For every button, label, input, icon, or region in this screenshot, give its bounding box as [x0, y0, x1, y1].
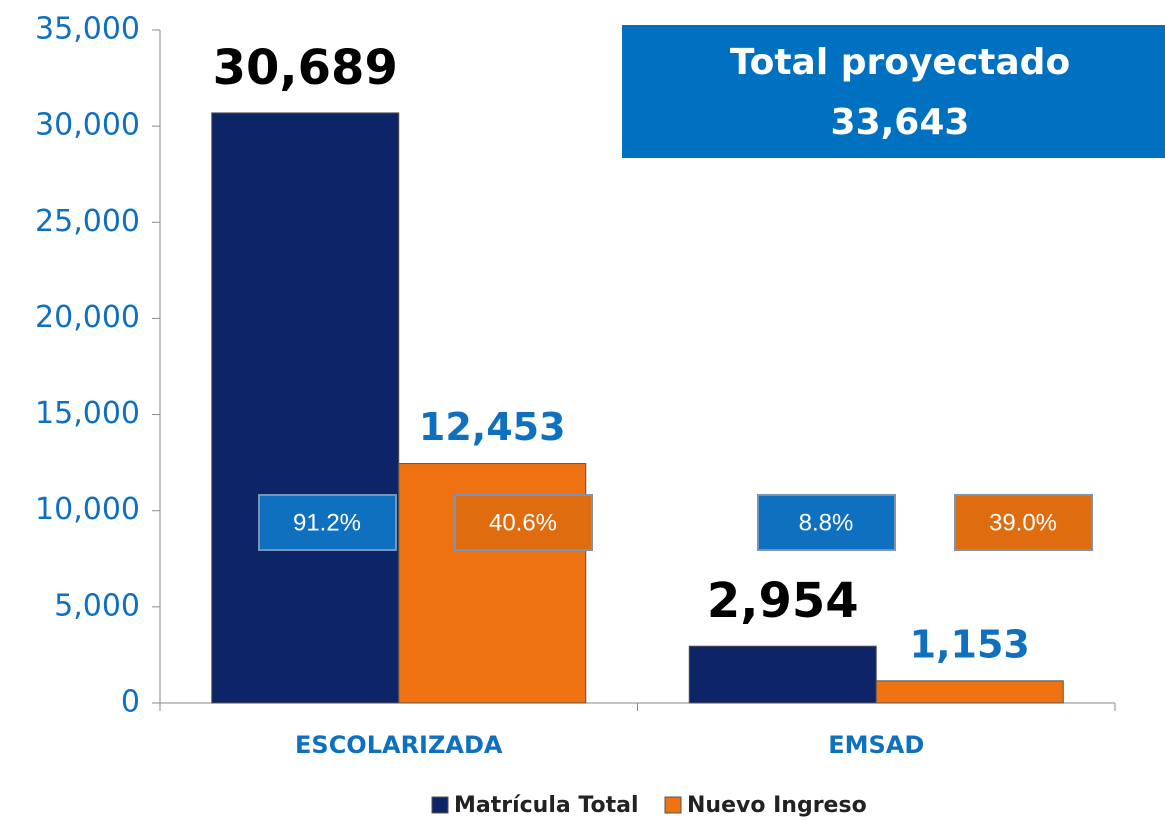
- y-tick-label: 5,000: [54, 588, 140, 623]
- legend-label: Matrícula Total: [454, 793, 639, 818]
- total-box: [622, 25, 1165, 158]
- value-label: 2,954: [707, 573, 859, 629]
- bar: [688, 645, 877, 704]
- share-label: 39.0%: [989, 509, 1057, 536]
- share-box: [258, 494, 397, 551]
- y-tick-label: 20,000: [35, 300, 140, 335]
- bar: [211, 112, 400, 704]
- y-tick-label: 35,000: [35, 12, 140, 47]
- x-tick-label: EMSAD: [828, 731, 924, 759]
- y-tick-label: 10,000: [35, 492, 140, 527]
- y-tick-label: 15,000: [35, 396, 140, 431]
- share-label: 40.6%: [489, 509, 557, 536]
- share-box: [954, 494, 1093, 551]
- total-text: Total proyectado: [730, 42, 1070, 83]
- y-tick-label: 25,000: [35, 204, 140, 239]
- share-label: 91.2%: [293, 509, 361, 536]
- value-label: 30,689: [213, 40, 398, 96]
- share-label: 8.8%: [799, 509, 854, 536]
- share-box: [454, 494, 593, 551]
- y-tick-label: 0: [121, 685, 140, 720]
- legend-swatch: [431, 796, 449, 814]
- value-label: 1,153: [910, 622, 1030, 666]
- value-label: 12,453: [419, 405, 566, 449]
- share-box: [757, 494, 896, 551]
- y-tick-label: 30,000: [35, 108, 140, 143]
- x-tick-label: ESCOLARIZADA: [295, 731, 503, 759]
- total-value: 33,643: [831, 102, 970, 143]
- legend-swatch: [664, 796, 682, 814]
- bar: [875, 680, 1064, 704]
- legend-label: Nuevo Ingreso: [687, 793, 867, 818]
